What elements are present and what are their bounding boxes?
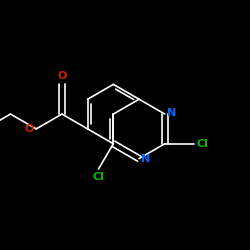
Text: N: N: [167, 108, 176, 118]
Text: N: N: [142, 154, 151, 164]
Text: Cl: Cl: [92, 172, 104, 182]
Text: O: O: [24, 124, 34, 134]
Text: O: O: [57, 71, 66, 81]
Text: Cl: Cl: [197, 139, 209, 149]
